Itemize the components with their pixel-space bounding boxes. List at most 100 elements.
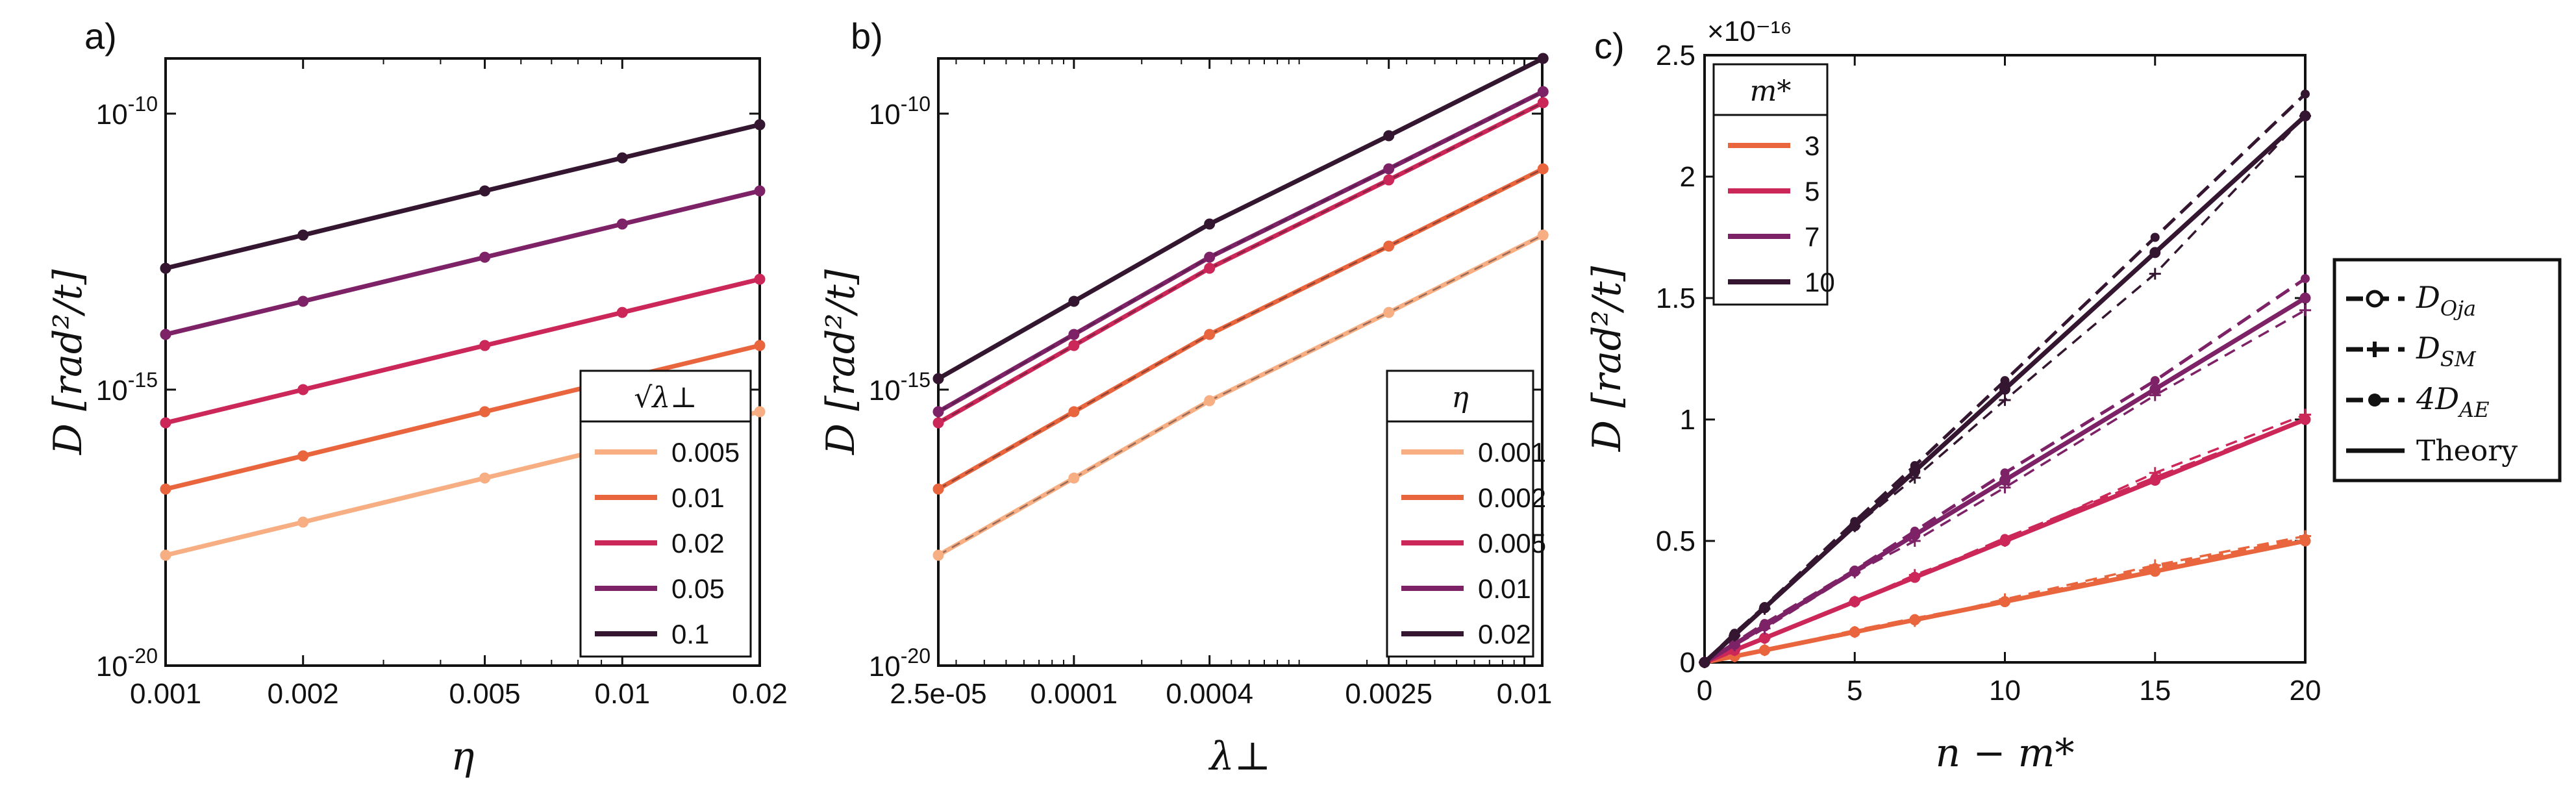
legend-entry: 0.02 [671,528,725,558]
data-point [932,417,944,429]
series-0.01 [160,340,766,495]
ae-marker [2000,376,2010,386]
data-point [754,340,766,351]
legend-entry: 0.005 [1478,528,1546,558]
data-point [754,406,766,418]
ae-marker [1910,461,1919,471]
series-0.002 [932,163,1549,495]
y-tick-label: 0.5 [1656,525,1695,557]
data-point [1537,53,1549,64]
data-point [1204,262,1216,274]
series-0.05 [160,185,766,340]
y-tick-label: 0 [1680,647,1695,679]
legend-title: m* [1750,75,1792,108]
series-line [165,188,760,337]
series-line [1703,296,2307,664]
data-point [479,472,491,484]
x-tick-label: 0.01 [594,678,650,710]
data-point [297,229,309,241]
data-point [616,152,628,164]
ae-marker [1760,633,1769,643]
method-legend: DOja DSM 4DAE Theory [2332,258,2562,482]
y-axis-label: D [rad²/t] [1584,266,1630,452]
legend-entry: 10 [1805,267,1835,297]
panel-label: b) [851,16,883,56]
legend-entry: 0.02 [1478,619,1531,649]
x-tick-label: 10 [1989,675,2021,707]
series-sm-line [1704,309,2306,664]
x-tick-label: 0.005 [449,678,521,710]
x-tick-label: 0.0001 [1031,678,1118,710]
legend-entry: 0.005 [671,437,740,468]
legend-box [1386,369,1534,658]
series-ae-line [1704,418,2306,664]
method-legend-label: DOja [2416,280,2476,321]
data-point [297,384,309,395]
series-0.1 [160,119,766,274]
panel-a: 0.001 0.002 0.005 0.01 0.02 10-20 10-15 10-10 η D… [45,16,788,779]
legend-entry: 0.05 [671,573,725,604]
panel-label: c) [1594,25,1625,66]
x-tick-label: 0.002 [268,678,339,710]
data-point [1383,174,1395,186]
data-point [754,185,766,197]
series-3 [1699,530,2311,668]
method-legend-label: Theory [2416,434,2518,468]
legend-box [1712,63,1829,306]
data-point [1383,240,1395,252]
ae-marker [1730,629,1740,638]
data-point [1204,329,1216,340]
y-tick-label: 2.5 [1656,40,1695,71]
data-point [616,307,628,318]
ae-marker [2301,274,2310,284]
ae-marker [2301,534,2310,544]
sm-marker [2149,268,2161,280]
data-point [160,549,171,561]
x-axis-label: n − m* [1936,731,2075,776]
ae-marker [1730,638,1740,648]
ae-marker [1760,645,1769,655]
ae-marker [2150,232,2160,242]
ae-marker [2150,376,2160,386]
legend-entry: 0.01 [1478,573,1531,604]
data-point [1204,251,1216,263]
legend: √λ⊥ 0.005 0.01 0.02 0.05 0.1 [579,369,752,658]
panel-c: 0 5 10 15 20 0 0.5 1 1.5 2 2.5 n − m* D [rad²/t] c) ×1… [1584,16,2321,776]
data-point [1537,229,1549,241]
ae-marker [2301,415,2310,424]
y-tick-label: 2 [1680,161,1695,193]
data-point [1537,86,1549,97]
data-point [2299,292,2311,304]
data-point [1537,97,1549,108]
data-point [932,549,944,561]
data-point [1068,340,1080,351]
ae-marker [1850,626,1860,636]
x-tick-label: 0.01 [1497,678,1553,710]
legend-entry: 3 [1805,131,1819,161]
x-tick-label: 2.5e-05 [890,678,986,710]
series-0.02 [932,53,1549,384]
axes-frame [164,57,761,667]
ae-marker [2000,597,2010,607]
ae-marker [2000,468,2010,478]
y-tick-label: 1 [1680,404,1695,436]
legend-entry: 5 [1805,176,1819,207]
x-axis-label: λ⊥ [1208,734,1271,779]
ae-marker [1910,573,1919,582]
legend-box [579,369,752,658]
x-tick-label: 0.0025 [1345,678,1432,710]
sm-marker [1908,471,1921,484]
data-point [932,483,944,495]
series-ae-line [1703,93,2307,664]
data-point [1068,295,1080,307]
data-point [754,119,766,131]
method-legend-entry: Theory [2346,434,2518,468]
sm-marker [1999,394,2011,407]
data-point [1204,395,1216,407]
sm-marker [2299,110,2311,122]
legend-title: η [1451,381,1468,414]
y-tick-label: 1.5 [1656,282,1695,314]
method-legend-entry: 4DAE [2346,381,2490,422]
circle-marker-icon [2366,290,2384,308]
